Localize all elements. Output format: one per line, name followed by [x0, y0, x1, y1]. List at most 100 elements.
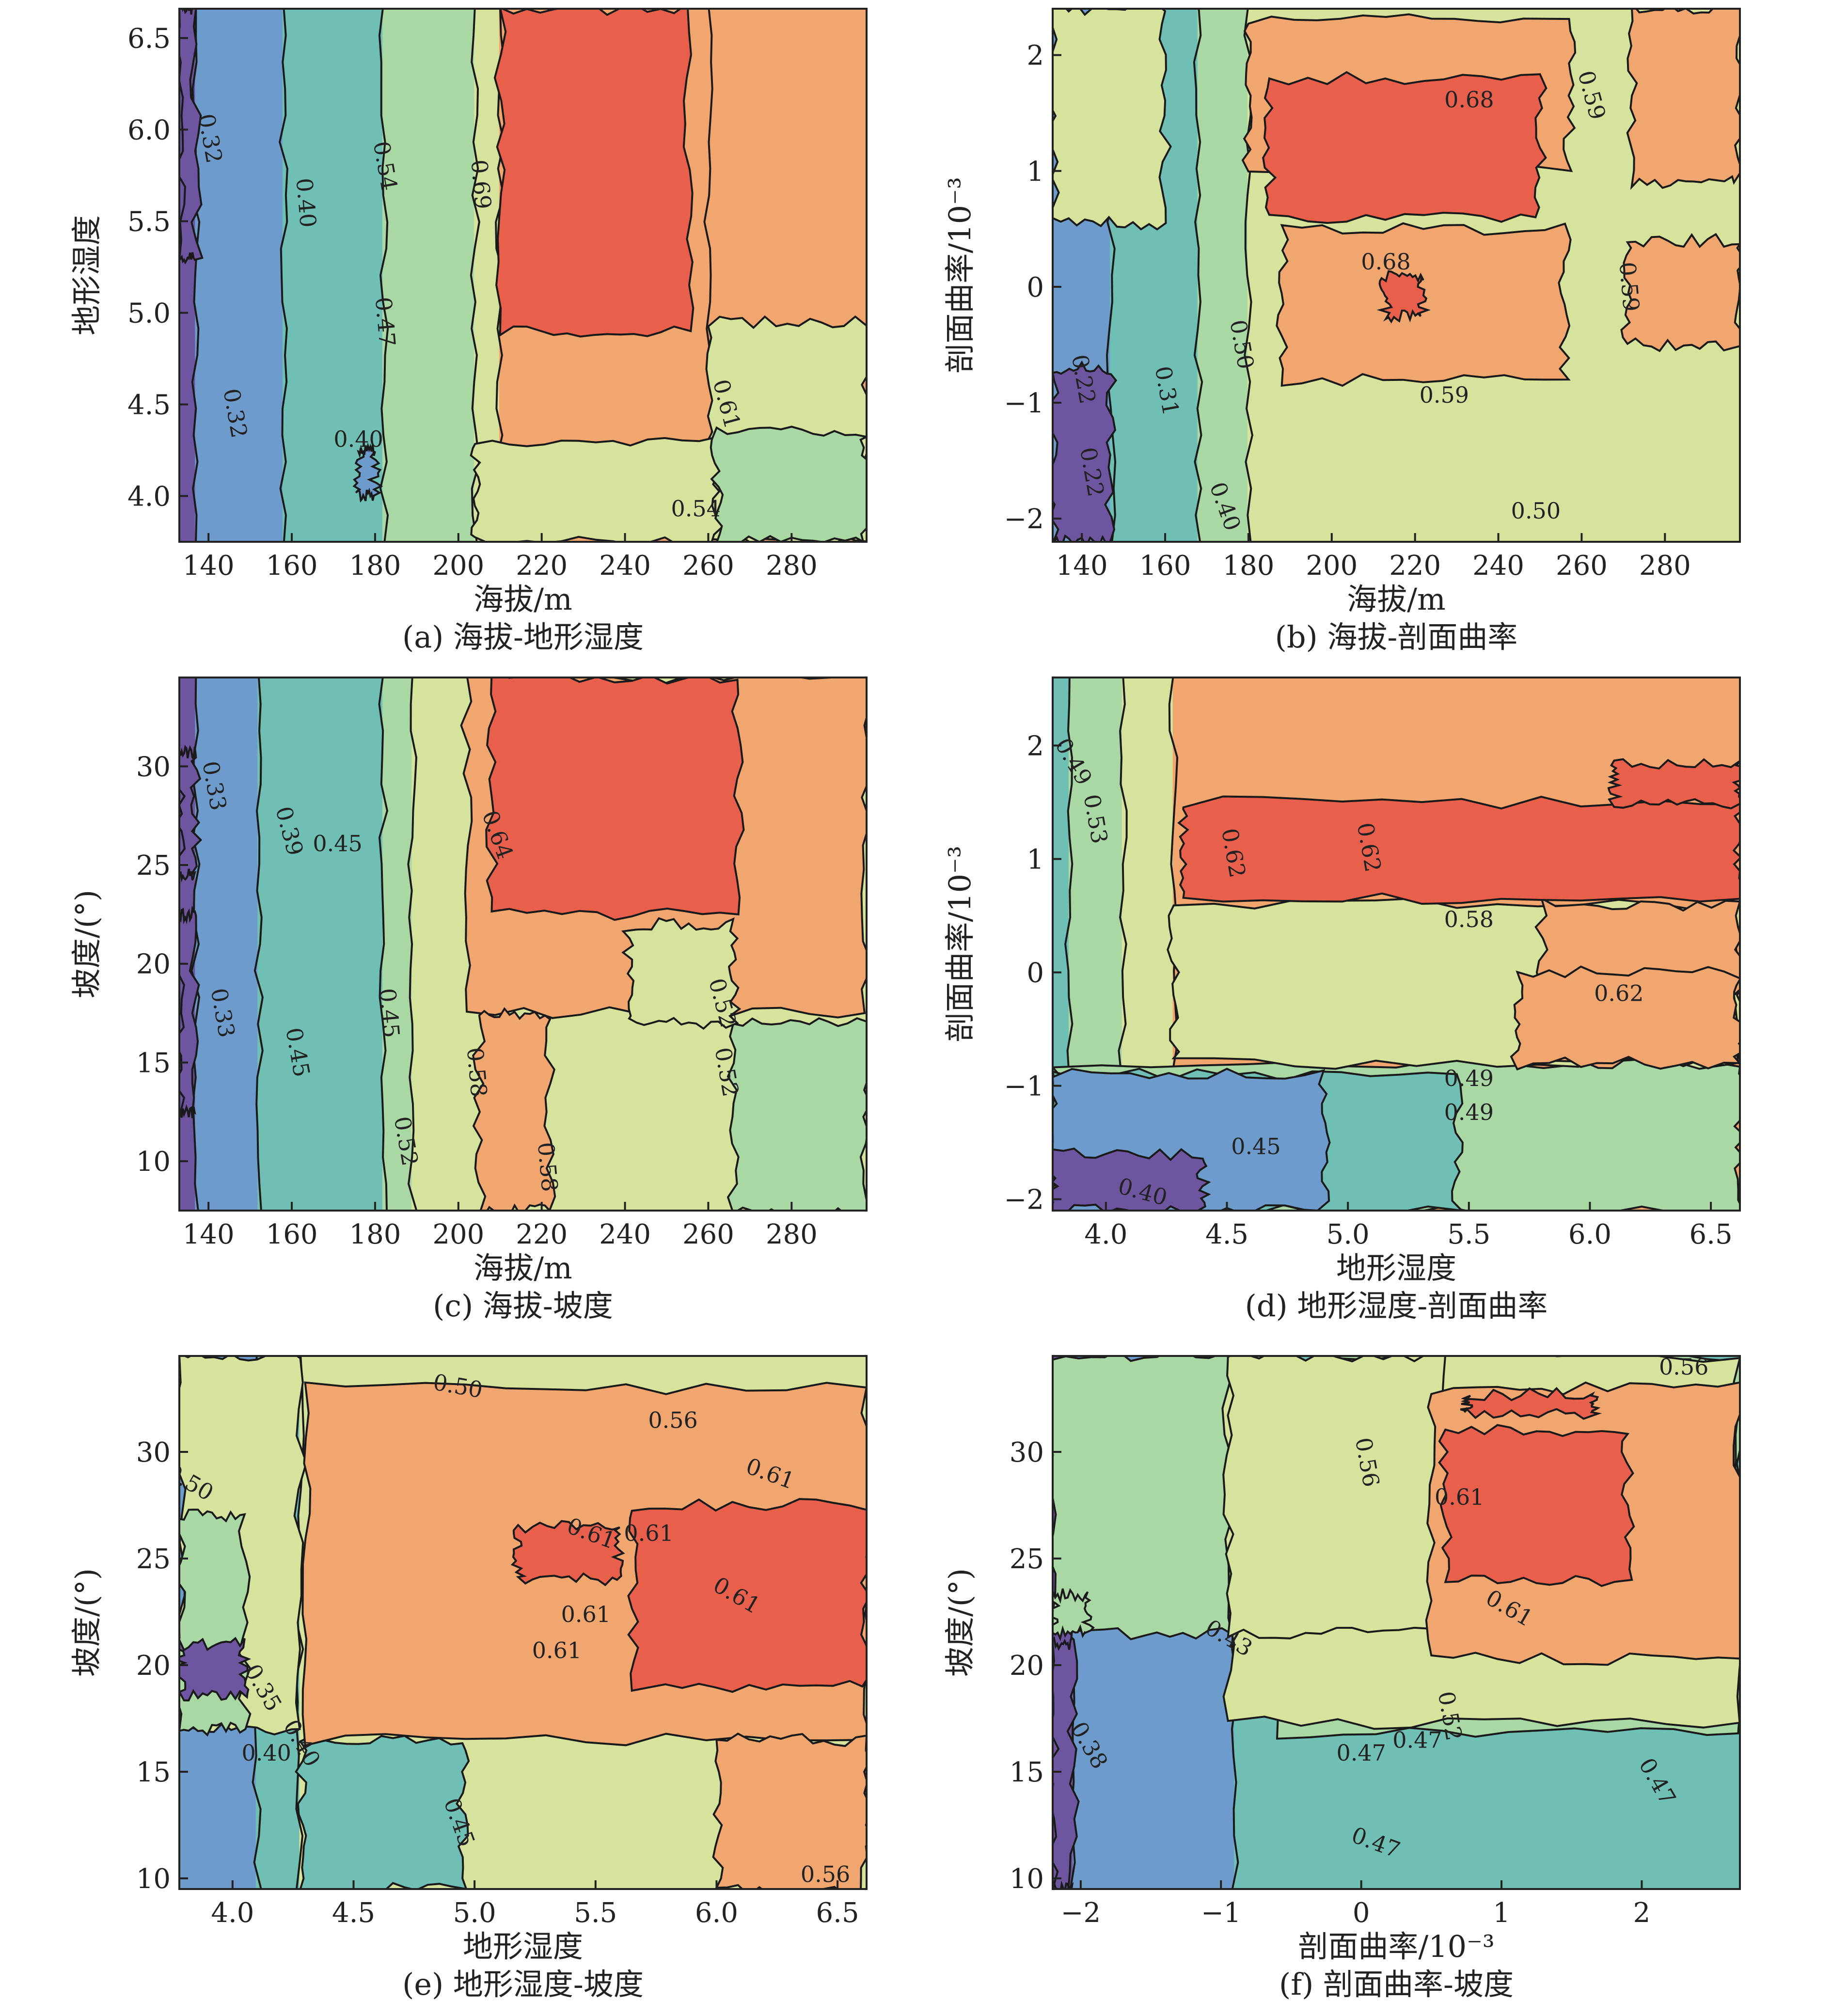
contour-label: 0.61 — [561, 1601, 611, 1627]
contour-band — [195, 9, 284, 542]
x-tick-label: 260 — [682, 1219, 734, 1250]
panel-caption: (a) 海拔-地形湿度 — [402, 619, 644, 655]
y-axis-label: 剖面曲率/10⁻³ — [942, 846, 978, 1042]
contour-label: 0.58 — [533, 1141, 563, 1193]
contour-region — [1053, 1356, 1243, 1640]
x-tick-label: 160 — [1139, 550, 1191, 582]
contour-line — [378, 677, 389, 1211]
contour-region — [726, 1017, 867, 1211]
plot-frame — [1052, 1355, 1741, 1890]
y-tick-label: 30 — [136, 1437, 171, 1468]
contour-region — [712, 1732, 867, 1889]
contour-label: 0.56 — [648, 1407, 697, 1433]
contour-label: 0.40 — [333, 426, 383, 452]
x-axis-label: 海拔/m — [474, 1250, 572, 1286]
plot-frame — [178, 677, 868, 1212]
y-tick-label: 4.5 — [127, 389, 171, 421]
y-tick-label: 25 — [136, 1544, 171, 1575]
contour-band — [1197, 9, 1249, 542]
plot-frame — [178, 1355, 868, 1890]
x-tick-label: 140 — [1056, 550, 1108, 582]
x-tick-label: 160 — [266, 550, 318, 582]
contour-label: 0.54 — [671, 496, 720, 522]
contour-band — [195, 677, 260, 1211]
y-tick-label: 25 — [136, 850, 171, 882]
contour-label: 0.40 — [291, 177, 321, 229]
y-tick-label: 5.5 — [127, 206, 171, 237]
x-tick-label: 240 — [1472, 550, 1524, 582]
contour-label: 0.47 — [1392, 1727, 1442, 1753]
contour-label: 0.61 — [532, 1638, 582, 1664]
panel-c: 0.330.330.39 0.450.450.450.520.640.580.58… — [69, 677, 868, 1323]
panel-caption: (d) 地形湿度-剖面曲率 — [1245, 1288, 1548, 1323]
panel-caption: (f) 剖面曲率-坡度 — [1279, 1967, 1514, 2002]
x-axis-label: 海拔/m — [1347, 582, 1446, 617]
contour-label: 0.58 — [1444, 906, 1494, 932]
x-tick-label: 200 — [432, 1219, 484, 1250]
x-tick-label: 200 — [1306, 550, 1358, 582]
contour-label: 0.68 — [1361, 249, 1410, 275]
contour-label: 0.62 — [1594, 980, 1643, 1006]
x-tick-label: 5.0 — [453, 1897, 496, 1929]
x-tick-label: 180 — [349, 550, 401, 582]
contour-region — [179, 905, 200, 1118]
x-axis-label: 地形湿度 — [1336, 1250, 1456, 1286]
contour-region — [621, 917, 742, 1030]
contour-area-c: 0.330.330.39 0.450.450.450.520.640.580.58… — [179, 677, 867, 1211]
x-tick-label: −2 — [1061, 1897, 1101, 1929]
x-tick-label: 0 — [1353, 1897, 1370, 1929]
x-tick-label: 5.0 — [1327, 1219, 1370, 1250]
y-tick-label: 20 — [136, 1650, 171, 1682]
contour-label: 0.47 — [1336, 1740, 1386, 1766]
contour-label: 0.49 — [1444, 1065, 1494, 1091]
contour-region — [1177, 795, 1740, 905]
contour-region — [179, 9, 204, 265]
x-tick-label: 2 — [1633, 1897, 1651, 1929]
contour-region — [1053, 1147, 1211, 1211]
plot-frame — [178, 8, 868, 543]
contour-region — [1626, 9, 1740, 190]
contour-band — [382, 677, 414, 1211]
contour-area-d: 0.490.530.62 0.620.580.620.490.490.450.40 — [1053, 677, 1740, 1211]
x-tick-label: 6.0 — [1568, 1219, 1611, 1250]
contour-area-f: 0.430.380.560.610.610.520.560.470.470.47… — [1053, 1356, 1740, 1889]
panel-caption: (e) 地形湿度-坡度 — [402, 1967, 644, 2002]
contour-region — [1262, 71, 1548, 224]
contour-region — [179, 744, 203, 882]
contour-region — [627, 1498, 867, 1693]
y-tick-label: 20 — [1010, 1650, 1044, 1682]
contour-region — [1607, 758, 1740, 810]
x-tick-label: 140 — [183, 1219, 235, 1250]
contour-line — [378, 9, 389, 542]
panel-f: 0.430.380.560.610.610.520.560.470.470.47… — [942, 1355, 1741, 2002]
contour-label: 0.59 — [1614, 261, 1645, 313]
panel-b: 0.220.220.310.400.500.680.680.590.590.59… — [942, 8, 1741, 655]
contour-label: 0.45 — [1231, 1133, 1280, 1159]
contour-label: 0.45 — [374, 987, 405, 1039]
y-tick-label: 0 — [1027, 272, 1044, 303]
x-tick-label: 180 — [349, 1219, 401, 1250]
x-tick-label: 6.5 — [816, 1897, 859, 1929]
contour-band — [382, 9, 476, 542]
y-axis-label: 剖面曲率/10⁻³ — [942, 177, 978, 373]
y-tick-label: 30 — [136, 751, 171, 783]
y-tick-label: 1 — [1027, 844, 1044, 875]
contour-region — [1222, 1356, 1449, 1639]
contour-region — [295, 1734, 470, 1889]
x-tick-label: 220 — [516, 1219, 568, 1250]
contour-region — [1376, 270, 1431, 324]
contour-line — [1193, 9, 1203, 542]
x-tick-label: 180 — [1222, 550, 1274, 582]
x-tick-label: 280 — [1639, 550, 1691, 582]
contour-region — [493, 9, 695, 338]
y-axis-label: 地形湿度 — [69, 215, 104, 335]
contour-region — [1053, 9, 1172, 231]
y-tick-label: −2 — [1004, 504, 1044, 535]
x-tick-label: 240 — [599, 1219, 651, 1250]
y-tick-label: 2 — [1027, 730, 1044, 762]
y-tick-label: −1 — [1004, 388, 1044, 419]
x-axis-label: 海拔/m — [474, 582, 572, 617]
contour-label: 0.45 — [313, 830, 362, 856]
x-tick-label: −1 — [1201, 1897, 1241, 1929]
